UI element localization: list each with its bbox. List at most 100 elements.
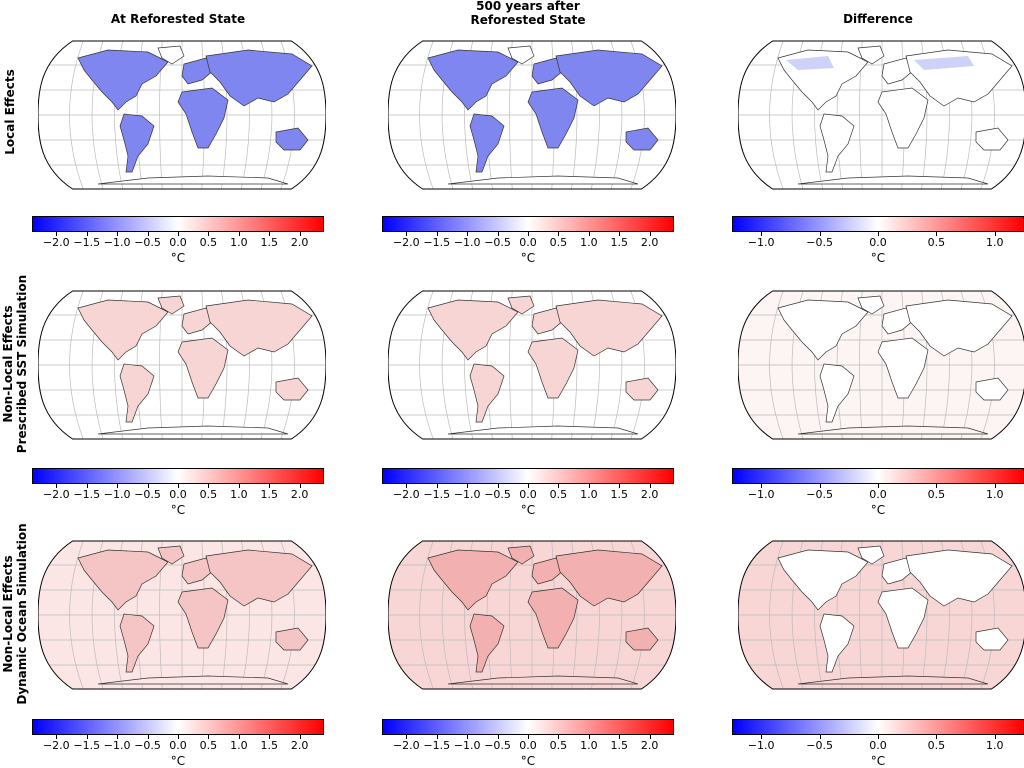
- colorbar-tick-label: 0.0: [169, 488, 187, 501]
- colorbar-tick-label: 1.0: [986, 739, 1004, 752]
- continent-asia: [555, 299, 663, 357]
- continent-antarctica: [447, 175, 639, 185]
- column-title-1: At Reforested State: [110, 12, 246, 26]
- continent-south-america: [469, 613, 505, 673]
- colorbar-tick-label: −1.0: [103, 236, 131, 249]
- colorbar-tick-label: 2.0: [290, 739, 309, 752]
- continent-greenland: [857, 295, 885, 315]
- colorbar-tick-label: −0.5: [484, 236, 511, 249]
- colorbar-tickmark: [558, 735, 560, 739]
- colorbar-tick-label: 2.0: [640, 739, 659, 752]
- colorbar-tick-label: 0.5: [549, 488, 568, 501]
- cooling-patch: [914, 56, 974, 70]
- colorbar-r1-c2: [382, 216, 674, 232]
- colorbar-tick-label: 0.0: [169, 739, 187, 752]
- continent-south-america: [819, 113, 855, 173]
- colorbar-r3-c3: [732, 719, 1024, 735]
- colorbar-tick-label: −1.0: [747, 488, 775, 501]
- colorbar-tickmark: [878, 484, 879, 488]
- colorbar-tick-label: −2.0: [392, 236, 420, 249]
- colorbar-tickmark: [588, 735, 590, 739]
- colorbar-tick-label: 0.5: [549, 236, 568, 249]
- map-panel-r3-c3: [738, 540, 1024, 690]
- colorbar-tick-label: 1.0: [230, 236, 248, 249]
- colorbar-tickmark: [819, 735, 821, 739]
- colorbar-tickmark: [528, 484, 529, 488]
- colorbar-tick-label: −1.5: [73, 236, 101, 249]
- colorbar-tickmark: [147, 735, 149, 739]
- colorbar-tick-label: 0.0: [169, 236, 187, 249]
- colorbar-tickmark: [147, 232, 149, 236]
- continent-south-america: [469, 363, 505, 423]
- colorbar-tick-label: 1.5: [260, 488, 279, 501]
- continent-greenland: [857, 545, 885, 565]
- continent-australia: [975, 377, 1009, 401]
- continent-north-america: [427, 49, 519, 111]
- colorbar-tickmark: [819, 484, 821, 488]
- colorbar-tick-label: 1.5: [260, 236, 279, 249]
- colorbar-tick-label: −1.0: [453, 488, 481, 501]
- map-panel-r1-c2: [388, 40, 676, 190]
- colorbar-tick-label: −1.5: [423, 236, 451, 249]
- continent-australia: [975, 627, 1009, 651]
- colorbar-tick-label: 1.5: [610, 488, 629, 501]
- continent-europe: [181, 57, 215, 85]
- colorbar-tickmark: [238, 232, 240, 236]
- continent-antarctica: [97, 425, 289, 435]
- colorbar-tickmark: [436, 735, 438, 739]
- continent-antarctica: [797, 675, 989, 685]
- continent-europe: [531, 307, 565, 335]
- colorbar-tickmark: [467, 232, 469, 236]
- colorbar-unit-label: °C: [520, 503, 536, 517]
- colorbar-tick-label: 0.5: [549, 739, 568, 752]
- colorbar-tickmark: [406, 735, 408, 739]
- colorbar-tickmark: [436, 232, 438, 236]
- continent-africa: [177, 87, 229, 149]
- colorbar-unit-label: °C: [170, 754, 186, 768]
- continent-africa: [527, 337, 579, 399]
- colorbar-tickmark: [238, 484, 240, 488]
- colorbar-tickmark: [528, 232, 529, 236]
- colorbar-tickmark: [299, 232, 301, 236]
- colorbar-tickmark: [147, 484, 149, 488]
- colorbar-tickmark: [208, 735, 210, 739]
- continent-north-america: [427, 549, 519, 611]
- column-title-2: 500 years after Reforested State: [470, 0, 586, 27]
- colorbar-unit-label: °C: [520, 251, 536, 265]
- continent-africa: [177, 587, 229, 649]
- colorbar-r3-c2: [382, 719, 674, 735]
- colorbar-tick-label: 2.0: [290, 488, 309, 501]
- colorbar-tick-label: −1.0: [103, 488, 131, 501]
- row-title-1: Local Effects: [3, 69, 17, 155]
- continent-antarctica: [447, 675, 639, 685]
- map-panel-r1-c1: [38, 40, 326, 190]
- continent-australia: [625, 127, 659, 151]
- colorbar-tick-label: 0.0: [869, 739, 887, 752]
- colorbar-r2-c2: [382, 468, 674, 484]
- map-boundary: [388, 540, 676, 690]
- colorbar-tick-label: −1.0: [103, 739, 131, 752]
- colorbar-unit-label: °C: [870, 251, 886, 265]
- continent-africa: [877, 587, 929, 649]
- colorbar-tickmark: [406, 484, 408, 488]
- colorbar-tickmark: [299, 484, 301, 488]
- continent-africa: [877, 87, 929, 149]
- continent-greenland: [857, 45, 885, 65]
- map-boundary: [38, 40, 326, 190]
- colorbar-unit-label: °C: [520, 754, 536, 768]
- row-title-3: Non-Local Effects Dynamic Ocean Simulati…: [1, 523, 29, 705]
- continent-africa: [527, 87, 579, 149]
- colorbar-tickmark: [269, 484, 271, 488]
- continent-australia: [275, 127, 309, 151]
- colorbar-tick-label: 0.5: [199, 488, 218, 501]
- colorbar-tick-label: 1.5: [610, 236, 629, 249]
- colorbar-tick-label: 1.0: [580, 739, 598, 752]
- colorbar-tickmark: [86, 735, 88, 739]
- map-panel-r2-c1: [38, 290, 326, 440]
- colorbar-tick-label: −1.0: [453, 236, 481, 249]
- continent-asia: [905, 299, 1013, 357]
- colorbar-tick-label: −2.0: [42, 236, 70, 249]
- continent-australia: [625, 627, 659, 651]
- continent-greenland: [507, 295, 535, 315]
- colorbar-tick-label: 1.0: [230, 488, 248, 501]
